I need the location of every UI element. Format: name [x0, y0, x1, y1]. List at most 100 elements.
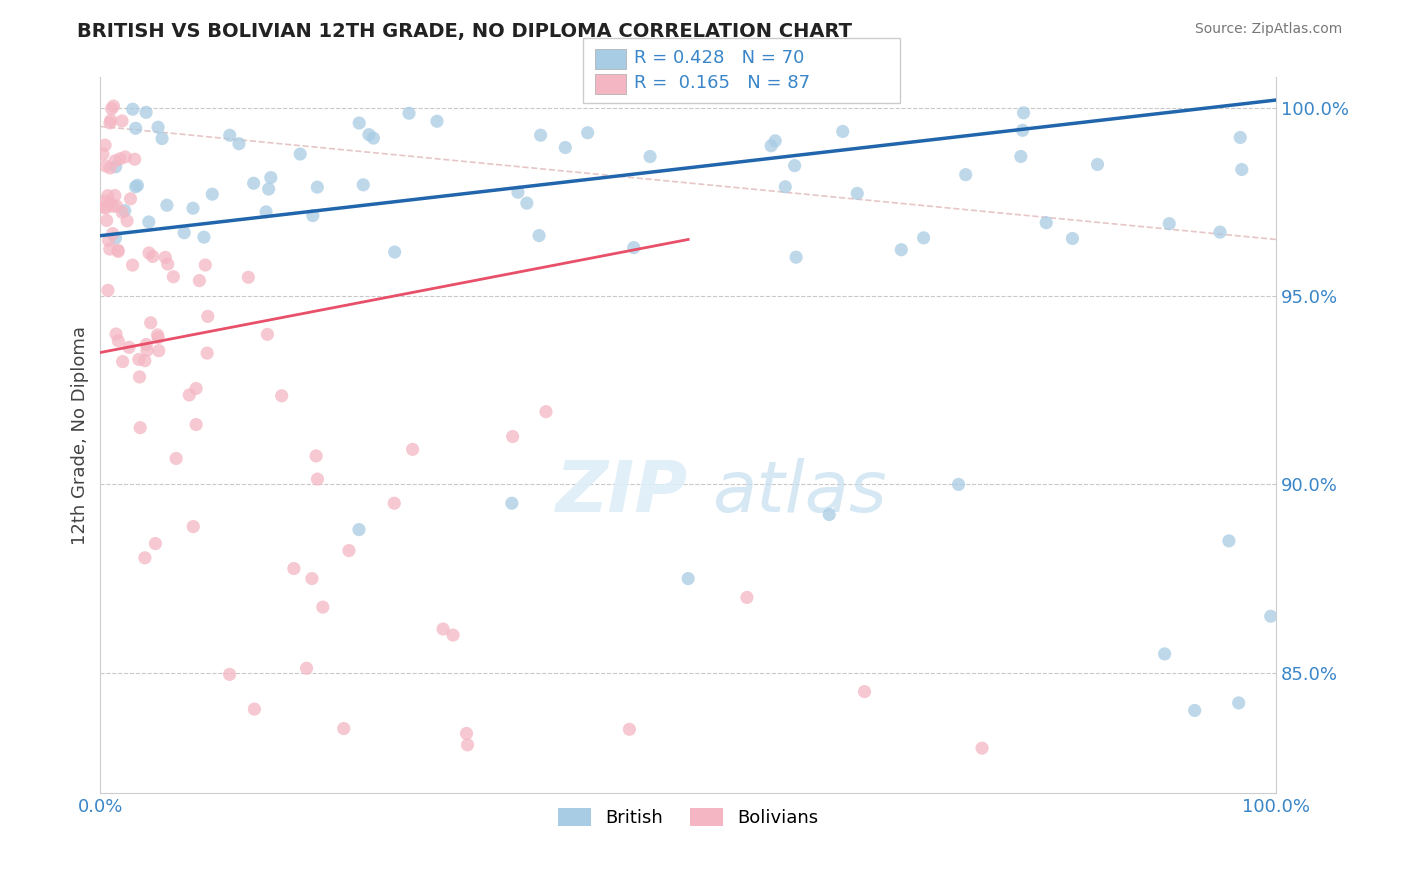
Point — [218, 667, 240, 681]
Point — [676, 572, 699, 586]
Point — [121, 102, 143, 116]
Point — [783, 159, 806, 173]
Point — [501, 496, 523, 510]
Point — [270, 389, 292, 403]
Point — [98, 195, 121, 210]
Point — [146, 120, 169, 135]
Point — [228, 136, 250, 151]
Point — [121, 258, 143, 272]
Point — [120, 192, 142, 206]
Point — [104, 160, 127, 174]
Point — [337, 543, 360, 558]
Point — [114, 150, 136, 164]
Point — [103, 99, 125, 113]
Point — [181, 519, 204, 533]
Legend: British, Bolivians: British, Bolivians — [551, 801, 825, 834]
Point — [111, 205, 134, 219]
Point — [242, 176, 264, 190]
Point — [93, 201, 115, 215]
Point — [197, 310, 219, 324]
Point — [218, 128, 240, 143]
Point — [283, 561, 305, 575]
Point — [127, 178, 149, 193]
Point — [1229, 130, 1251, 145]
Point — [1230, 162, 1253, 177]
Point — [398, 106, 420, 120]
Point — [457, 738, 479, 752]
Point — [576, 126, 599, 140]
Point — [188, 274, 211, 288]
Point — [1062, 231, 1084, 245]
Text: R = 0.428   N = 70: R = 0.428 N = 70 — [634, 49, 804, 67]
Point — [506, 186, 529, 200]
Point — [305, 449, 328, 463]
Point — [347, 116, 370, 130]
Point — [426, 114, 449, 128]
Point — [357, 128, 380, 142]
Point — [735, 591, 758, 605]
Point — [98, 161, 121, 175]
Point — [1209, 225, 1232, 239]
Point — [441, 628, 464, 642]
Point — [129, 420, 152, 434]
Point — [134, 353, 156, 368]
Point — [146, 327, 169, 342]
Point — [912, 231, 935, 245]
Point — [100, 102, 122, 116]
Point — [955, 168, 977, 182]
Point — [156, 198, 179, 212]
Point — [288, 147, 311, 161]
Point — [173, 226, 195, 240]
Point — [104, 231, 127, 245]
Point — [890, 243, 912, 257]
Point — [818, 508, 841, 522]
Point — [97, 234, 120, 248]
Point — [201, 187, 224, 202]
Point — [142, 249, 165, 263]
Y-axis label: 12th Grade, No Diploma: 12th Grade, No Diploma — [72, 326, 89, 545]
Point — [135, 105, 157, 120]
Point — [128, 352, 150, 367]
Point — [134, 550, 156, 565]
Point — [763, 134, 786, 148]
Text: atlas: atlas — [711, 458, 886, 527]
Point — [94, 201, 117, 215]
Point — [301, 209, 323, 223]
Text: BRITISH VS BOLIVIAN 12TH GRADE, NO DIPLOMA CORRELATION CHART: BRITISH VS BOLIVIAN 12TH GRADE, NO DIPLO… — [77, 22, 852, 41]
Point — [527, 228, 550, 243]
Point — [150, 131, 173, 145]
Point — [107, 244, 129, 259]
Point — [638, 149, 661, 163]
Point — [148, 343, 170, 358]
Point — [94, 159, 117, 173]
Point — [107, 243, 129, 257]
Point — [105, 326, 128, 341]
Text: R =  0.165   N = 87: R = 0.165 N = 87 — [634, 74, 810, 92]
Point — [970, 741, 993, 756]
Point — [107, 334, 129, 348]
Point — [534, 405, 557, 419]
Point — [124, 179, 146, 194]
Point — [516, 196, 538, 211]
Point — [1218, 533, 1240, 548]
Point — [1012, 105, 1035, 120]
Point — [307, 180, 329, 194]
Point — [156, 257, 179, 271]
Point — [384, 245, 406, 260]
Point — [456, 726, 478, 740]
Point — [193, 230, 215, 244]
Point — [529, 128, 551, 143]
Point — [184, 417, 207, 432]
Point — [1010, 149, 1032, 163]
Point — [623, 241, 645, 255]
Point — [135, 337, 157, 351]
Point — [108, 152, 131, 166]
Point — [179, 388, 201, 402]
Point — [98, 116, 121, 130]
Point — [619, 723, 641, 737]
Point — [785, 250, 807, 264]
Text: ZIP: ZIP — [555, 458, 688, 527]
Point — [1153, 647, 1175, 661]
Point — [1011, 123, 1033, 137]
Point — [111, 354, 134, 368]
